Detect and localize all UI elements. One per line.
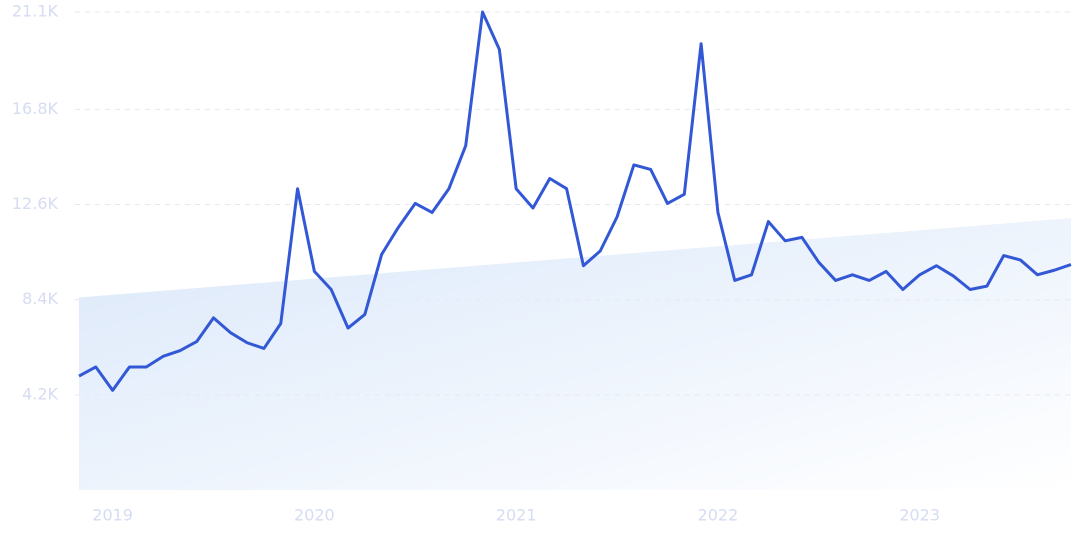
- y-tick-label: 21.1K: [12, 2, 59, 21]
- x-tick-label: 2020: [294, 506, 335, 525]
- x-tick-label: 2019: [92, 506, 133, 525]
- trend-area: [79, 218, 1071, 490]
- y-tick-label: 12.6K: [12, 194, 59, 213]
- x-tick-label: 2021: [496, 506, 537, 525]
- y-tick-label: 8.4K: [22, 289, 58, 308]
- y-tick-label: 4.2K: [22, 384, 58, 403]
- y-tick-label: 16.8K: [12, 99, 59, 118]
- x-tick-label: 2022: [698, 506, 739, 525]
- trend-line: [78, 10, 1072, 392]
- x-tick-label: 2023: [899, 506, 940, 525]
